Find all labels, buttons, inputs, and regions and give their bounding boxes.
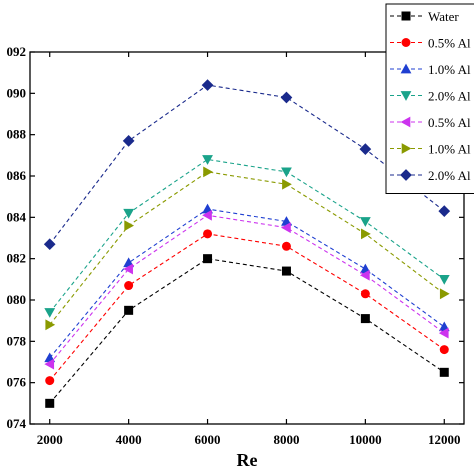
data-point [202,209,212,221]
legend-marker [401,38,411,47]
data-point [439,345,449,355]
x-axis-title: Re [237,450,258,470]
legend-marker [401,11,411,21]
y-tick-label: 076 [7,375,27,390]
series-4 [44,155,450,318]
legend-marker [401,143,412,154]
data-point [359,143,372,155]
legend-item: 2.0% Al [390,168,471,183]
data-point [281,266,291,276]
series-line [49,84,445,245]
y-tick-label: 078 [7,333,27,348]
x-tick-label: 8000 [273,432,299,447]
legend-item: Water [390,9,459,24]
plot-area [43,79,451,408]
data-point [201,79,214,91]
data-point [45,376,55,386]
data-point [122,135,135,147]
data-point [281,167,292,178]
legend-marker [400,63,412,74]
series-line [49,214,445,365]
data-point [361,228,371,240]
data-point [43,238,56,251]
data-point [359,269,370,281]
data-point [439,288,450,300]
x-tick-label: 2000 [37,432,63,447]
data-point [439,367,449,377]
data-point [281,241,291,251]
data-point [202,155,213,165]
legend-item: 1.0% Al [390,62,471,77]
data-point [438,327,449,339]
series-7 [43,79,451,251]
x-tick-label: 4000 [116,432,142,447]
series-5 [44,209,449,370]
data-point [44,308,56,318]
legend-item: 2.0% Al [390,89,471,104]
data-point [203,166,213,178]
legend-label: 1.0% Al [428,62,471,77]
series-line [49,158,445,313]
legend-item: 1.0% Al [390,142,471,157]
data-point [360,314,370,324]
data-point [123,208,135,219]
series-line [49,208,445,359]
legend-box [385,3,474,194]
data-point [124,220,135,231]
legend-label: 1.0% Al [428,142,471,157]
x-tick-label: 6000 [195,432,221,447]
legend-marker [400,169,412,181]
y-tick-label: 088 [7,127,27,142]
y-tick-label: 074 [7,416,27,431]
x-tick-label: 12000 [428,432,461,447]
y-tick-label: 080 [7,292,27,307]
series-6 [45,166,450,331]
series-1 [45,254,449,408]
axes: 074 076 078 080 082 084 086 088 090 092 2000 4000 60… [7,44,465,447]
data-point [282,178,292,190]
y-tick-label: 082 [7,251,27,266]
data-point [124,281,134,291]
y-tick-label: 092 [7,44,27,59]
legend-label: Water [428,9,459,24]
legend-marker [400,91,412,101]
data-point [45,319,56,331]
data-point [438,275,450,285]
data-point [203,229,213,239]
series-line [49,258,445,404]
data-point [438,205,451,217]
data-point [280,91,293,104]
data-point [123,263,133,275]
x-tick-label: 10000 [349,432,382,447]
legend-label: 0.5% Al [428,36,471,51]
data-point [124,305,134,315]
legend-item: 0.5% Al [390,36,471,51]
legend: Water 0.5% Al 1.0% Al 2.0% Al 0.5% Al 1.0% Al… [385,3,474,194]
data-point [360,289,370,299]
data-point [359,217,371,227]
series-line [49,171,445,326]
data-point [203,254,213,264]
axes-frame [29,51,465,425]
legend-item: 0.5% Al [390,115,471,130]
data-point [44,358,55,370]
legend-label: 0.5% Al [428,115,471,130]
legend-label: 2.0% Al [428,89,471,104]
y-tick-label: 084 [7,209,27,224]
y-tick-label: 090 [7,85,27,100]
y-tick-label: 086 [7,168,27,183]
legend-label: 2.0% Al [428,168,471,183]
series-2 [45,229,449,386]
data-point [45,398,55,408]
data-point [281,222,291,234]
legend-marker [400,116,411,128]
